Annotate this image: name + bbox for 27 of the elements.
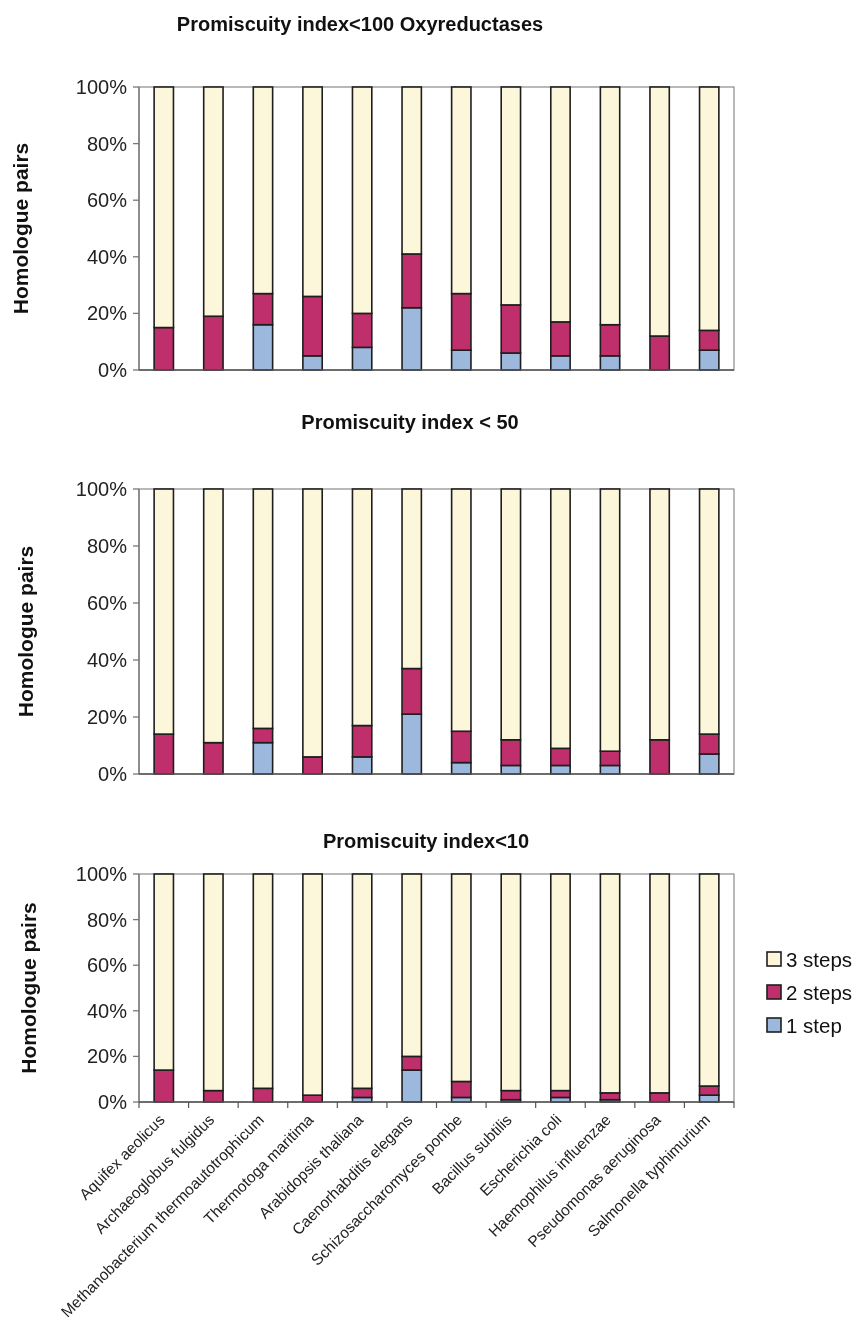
legend-label: 3 steps: [786, 947, 853, 971]
chart-title: Promiscuity index<100 Oxyreductases: [176, 13, 544, 35]
y-tick-label: 100%: [75, 478, 128, 500]
y-tick-label: 20%: [86, 706, 128, 728]
y-tick-label: 80%: [86, 132, 128, 155]
chart-title: Promiscuity index < 50: [301, 411, 519, 433]
y-tick-label: 40%: [86, 245, 128, 268]
y-tick-label: 100%: [75, 76, 128, 98]
y-tick-label: 0%: [98, 1091, 128, 1113]
y-tick-label: 40%: [86, 649, 128, 671]
y-tick-label: 60%: [86, 954, 128, 977]
chart-title: Promiscuity index<10: [322, 830, 530, 852]
legend-label: 2 steps: [786, 980, 853, 1004]
y-tick-label: 100%: [75, 863, 128, 885]
y-axis-title: Homologue pairs: [8, 142, 32, 315]
y-tick-label: 0%: [98, 763, 128, 785]
y-tick-label: 80%: [86, 535, 128, 557]
legend-label: 1 step: [786, 1013, 842, 1037]
y-tick-label: 60%: [86, 592, 128, 614]
y-tick-label: 40%: [86, 999, 128, 1022]
y-tick-label: 80%: [86, 908, 128, 931]
y-axis-title: Homologue pairs: [16, 902, 40, 1074]
y-tick-label: 0%: [98, 359, 128, 381]
y-axis-title: Homologue pairs: [13, 545, 37, 718]
y-tick-label: 20%: [86, 1045, 128, 1068]
y-tick-label: 60%: [86, 189, 128, 212]
y-tick-label: 20%: [86, 302, 128, 325]
